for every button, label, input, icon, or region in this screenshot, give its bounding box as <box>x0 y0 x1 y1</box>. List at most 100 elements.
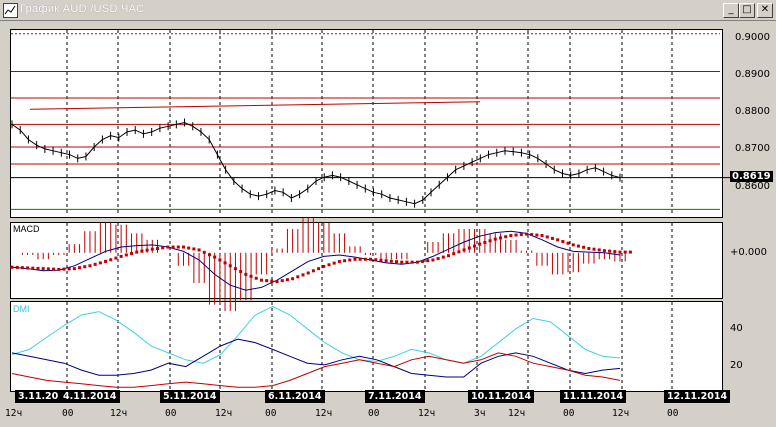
dmi-scale-label: 20 <box>730 360 743 371</box>
macd-signal-point <box>15 265 19 269</box>
macd-signal-point <box>556 238 560 242</box>
macd-signal-point <box>213 255 217 259</box>
macd-signal-point <box>10 265 14 269</box>
macd-signal-point <box>239 270 243 274</box>
macd-signal-point <box>576 244 580 248</box>
tick-label: 12ч <box>5 408 23 419</box>
macd-signal-point <box>498 236 502 240</box>
chart-window-icon <box>3 3 18 18</box>
macd-signal-point <box>322 264 326 268</box>
tick-label: 3ч <box>474 408 486 419</box>
macd-signal-point <box>524 232 528 236</box>
macd-signal-point <box>228 264 232 268</box>
tick-label: 00 <box>667 408 679 419</box>
tick-label: 00 <box>62 408 74 419</box>
macd-signal-point <box>202 250 206 254</box>
macd-signal-point <box>405 260 409 264</box>
macd-signal-point <box>265 279 269 283</box>
dmi-scale-label: 40 <box>730 323 743 334</box>
macd-signal-point <box>488 239 492 243</box>
macd-signal-point <box>98 261 102 265</box>
tick-label: 12ч <box>215 408 233 419</box>
current-price-badge: 0.8619 <box>730 171 773 182</box>
macd-signal-point <box>104 259 108 263</box>
macd-signal-point <box>571 243 575 247</box>
macd-signal-point <box>540 234 544 238</box>
macd-signal-point <box>441 255 445 259</box>
macd-signal-point <box>109 258 113 262</box>
date-label: 3.11.20 <box>15 390 63 403</box>
macd-signal-point <box>436 257 440 261</box>
macd-signal-point <box>561 240 565 244</box>
tick-label: 12ч <box>508 408 526 419</box>
macd-label: MACD <box>13 224 40 234</box>
trend-line <box>29 101 481 110</box>
macd-signal-point <box>337 259 341 263</box>
macd-signal-point <box>602 249 606 253</box>
macd-signal-point <box>52 267 56 271</box>
macd-signal-point <box>176 245 180 249</box>
macd-signal-point <box>285 278 289 282</box>
macd-signal-point <box>83 265 87 269</box>
macd-signal-point <box>483 240 487 244</box>
macd-signal-point <box>628 250 632 254</box>
minus-di-line <box>11 352 621 388</box>
date-label: 5.11.2014 <box>160 390 220 403</box>
dmi-label: DMI <box>13 304 30 314</box>
macd-signal-point <box>369 257 373 261</box>
date-label: 12.11.2014 <box>664 390 731 403</box>
tick-label: 12ч <box>612 408 630 419</box>
macd-signal-point <box>130 252 134 256</box>
macd-signal-point <box>270 279 274 283</box>
macd-signal-point <box>145 248 149 252</box>
macd-signal-point <box>332 261 336 265</box>
macd-signal-point <box>20 266 24 270</box>
macd-signal-point <box>41 267 45 271</box>
macd-signal-point <box>608 249 612 253</box>
macd-signal-point <box>218 258 222 262</box>
minimize-button[interactable]: _ <box>723 3 739 18</box>
macd-signal-point <box>291 277 295 281</box>
macd-signal-point <box>374 258 378 262</box>
macd-signal-point <box>306 271 310 275</box>
macd-signal-point <box>395 260 399 264</box>
macd-signal-point <box>140 249 144 253</box>
macd-signal-point <box>431 258 435 262</box>
macd-signal-point <box>452 252 456 256</box>
window-titlebar[interactable]: График AUD /USD ЧАС _ □ ✕ <box>0 0 776 21</box>
tick-label: 12ч <box>315 408 333 419</box>
macd-signal-point <box>124 253 128 257</box>
maximize-button[interactable]: □ <box>739 3 755 18</box>
macd-signal-point <box>67 267 71 271</box>
macd-signal-point <box>550 236 554 240</box>
macd-signal-point <box>613 250 617 254</box>
macd-signal-point <box>447 254 451 258</box>
price-chart-panel[interactable] <box>10 29 723 218</box>
macd-signal-point <box>249 274 253 278</box>
date-label: 10.11.2014 <box>468 390 535 403</box>
macd-signal-point <box>379 258 383 262</box>
tick-label: 12ч <box>418 408 436 419</box>
macd-signal-point <box>259 278 263 282</box>
close-button[interactable]: ✕ <box>757 3 773 18</box>
macd-signal-point <box>597 248 601 252</box>
macd-signal-point <box>31 266 35 270</box>
macd-signal-point <box>327 263 331 267</box>
date-label: 6.11.2014 <box>265 390 325 403</box>
macd-signal-point <box>311 269 315 273</box>
macd-signal-point <box>415 260 419 264</box>
macd-signal-point <box>46 267 50 271</box>
macd-signal-point <box>187 246 191 250</box>
macd-signal-point <box>207 253 211 257</box>
macd-signal-point <box>223 261 227 265</box>
adx-line <box>11 305 621 364</box>
price-scale-label: 0.9000 <box>735 32 770 43</box>
macd-signal-point <box>426 259 430 263</box>
macd-signal-point <box>343 259 347 263</box>
macd-signal-point <box>171 245 175 249</box>
macd-signal-point <box>400 260 404 264</box>
window-title: График AUD /USD ЧАС <box>20 3 145 15</box>
price-scale-label: 0.8700 <box>735 143 770 154</box>
macd-signal-point <box>72 267 76 271</box>
price-scale-label: 0.8900 <box>735 69 770 80</box>
